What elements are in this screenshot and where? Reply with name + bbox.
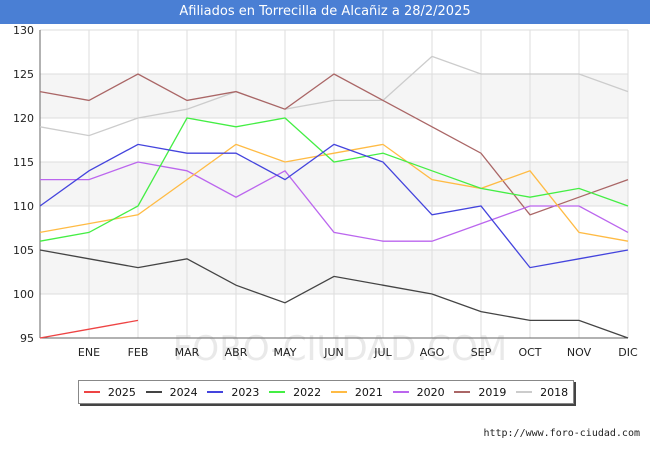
- x-tick-label: SEP: [471, 346, 492, 359]
- legend-swatch: [269, 391, 286, 393]
- source-url: http://www.foro-ciudad.com: [483, 428, 640, 439]
- x-tick-label: MAR: [175, 346, 200, 359]
- legend-swatch: [83, 391, 100, 393]
- legend-item-2025: 2025: [83, 385, 136, 399]
- x-tick-label: ABR: [225, 346, 248, 359]
- x-tick-label: AGO: [420, 346, 445, 359]
- x-tick-label: MAY: [274, 346, 297, 359]
- legend-label: 2021: [354, 385, 383, 399]
- x-tick-label: JUN: [323, 346, 344, 359]
- x-tick-label: ENE: [78, 346, 100, 359]
- chart-title: Afiliados en Torrecilla de Alcañiz a 28/…: [0, 0, 650, 24]
- y-tick-label: 105: [13, 244, 34, 257]
- legend-swatch: [392, 391, 409, 393]
- legend: 2025 2024 2023 2022 2021 2020 2019 2018: [78, 380, 574, 404]
- legend-label: 2018: [540, 385, 569, 399]
- series-line-2020: [40, 161, 629, 242]
- y-tick-label: 110: [13, 200, 34, 213]
- legend-swatch: [207, 391, 224, 393]
- x-tick-label: FEB: [128, 346, 149, 359]
- legend-label: 2023: [231, 385, 260, 399]
- legend-label: 2025: [107, 385, 136, 399]
- series-line-2025: [39, 319, 139, 339]
- x-tick-label: DIC: [618, 346, 638, 359]
- legend-swatch: [516, 391, 533, 393]
- series-line-2019: [39, 73, 629, 216]
- legend-item-2020: 2020: [392, 385, 445, 399]
- x-tick-labels: ENE FEB MAR ABR MAY JUN JUL AGO SEP OCT NOV DIC: [78, 346, 638, 359]
- legend-label: 2020: [416, 385, 445, 399]
- legend-swatch: [330, 391, 347, 393]
- legend-item-2018: 2018: [516, 386, 568, 399]
- y-tick-label: 115: [13, 156, 34, 169]
- axes: [39, 30, 628, 339]
- series-lines: [39, 55, 629, 339]
- y-tick-label: 120: [13, 112, 34, 125]
- series-line-2018: [39, 55, 629, 137]
- y-tick-label: 100: [13, 288, 34, 301]
- series-line-2024: [39, 249, 629, 339]
- legend-item-2019: 2019: [454, 386, 506, 399]
- legend-swatch: [145, 391, 162, 393]
- legend-item-2022: 2022: [269, 386, 321, 399]
- x-tick-label: NOV: [567, 346, 592, 359]
- legend-swatch: [454, 391, 471, 393]
- series-line-2023: [39, 143, 629, 269]
- legend-item-2024: 2024: [145, 385, 198, 399]
- series-line-2021: [39, 143, 629, 242]
- series-line-2022: [39, 117, 629, 242]
- legend-item-2021: 2021: [330, 385, 383, 399]
- y-tick-label: 125: [13, 68, 34, 81]
- y-tick-label: 130: [13, 24, 34, 37]
- legend-label: 2024: [169, 385, 198, 399]
- y-tick-labels: 95 100 105 110 115 120 125 130: [13, 24, 34, 345]
- y-tick-label: 95: [20, 332, 34, 345]
- x-tick-label: OCT: [518, 346, 541, 359]
- x-tick-label: JUL: [373, 346, 392, 359]
- legend-label: 2019: [478, 385, 507, 399]
- legend-label: 2022: [293, 385, 322, 399]
- legend-item-2023: 2023: [207, 386, 259, 399]
- watermark: FORO-CIUDAD.COM: [173, 329, 507, 369]
